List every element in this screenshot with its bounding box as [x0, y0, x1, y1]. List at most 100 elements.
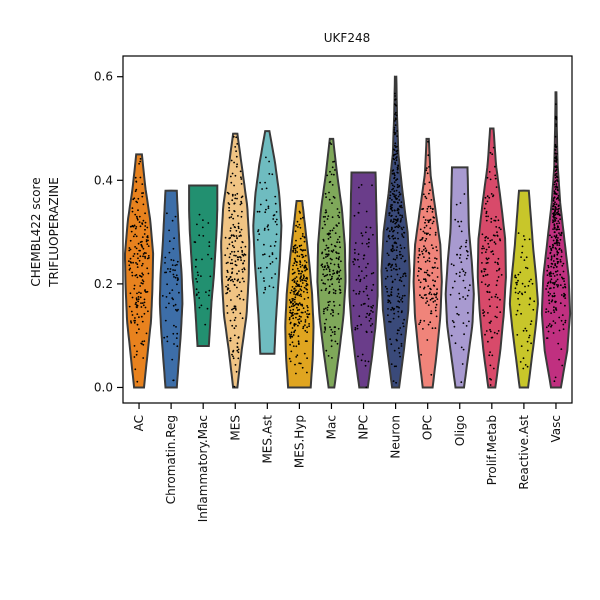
- data-point: [400, 247, 403, 250]
- data-point: [331, 229, 334, 232]
- data-point: [298, 343, 300, 345]
- data-point: [327, 233, 330, 236]
- data-point: [337, 252, 340, 255]
- data-point: [428, 181, 431, 184]
- data-point: [133, 287, 136, 290]
- data-point: [401, 300, 404, 303]
- data-point: [429, 298, 432, 301]
- data-point: [425, 224, 428, 227]
- data-point: [239, 231, 241, 234]
- data-point: [233, 278, 236, 281]
- data-point: [297, 304, 300, 306]
- data-point: [337, 214, 339, 217]
- data-point: [393, 349, 396, 352]
- data-point: [352, 289, 355, 292]
- data-point: [337, 263, 340, 266]
- data-point: [293, 293, 295, 295]
- data-point: [240, 246, 243, 249]
- data-point: [429, 287, 432, 290]
- data-point: [136, 304, 139, 307]
- data-point: [133, 356, 136, 358]
- data-point: [356, 327, 359, 330]
- data-point: [552, 228, 554, 231]
- data-point: [554, 264, 557, 267]
- data-point: [128, 264, 131, 267]
- data-point: [496, 269, 498, 272]
- data-point: [497, 330, 500, 332]
- data-point: [526, 340, 529, 343]
- data-point: [483, 268, 485, 270]
- data-point: [401, 297, 403, 300]
- data-point: [401, 206, 403, 209]
- data-point: [390, 343, 393, 346]
- data-point: [547, 257, 549, 260]
- data-point: [557, 220, 560, 223]
- data-point: [427, 251, 430, 254]
- data-point: [365, 316, 368, 318]
- data-point: [530, 342, 532, 345]
- data-point: [556, 250, 559, 253]
- data-point: [233, 319, 236, 322]
- data-point: [306, 305, 308, 307]
- data-point: [235, 325, 237, 327]
- data-point: [137, 257, 139, 260]
- data-point: [292, 247, 295, 250]
- data-point: [399, 279, 401, 281]
- data-point: [239, 203, 242, 206]
- data-point: [138, 328, 140, 330]
- data-point: [449, 293, 452, 296]
- data-point: [336, 241, 338, 244]
- data-point: [142, 255, 144, 258]
- data-point: [528, 303, 531, 306]
- data-point: [394, 142, 397, 145]
- data-point: [236, 237, 238, 239]
- data-point: [399, 244, 402, 247]
- data-point: [434, 257, 436, 259]
- data-point: [397, 167, 399, 170]
- data-point: [424, 278, 427, 281]
- data-point: [461, 363, 464, 365]
- data-point: [451, 320, 454, 322]
- data-point: [329, 326, 331, 328]
- data-point: [142, 247, 145, 250]
- data-point: [394, 195, 396, 198]
- data-point: [267, 205, 270, 208]
- data-point: [398, 225, 401, 228]
- x-tick-label-Oligo: Oligo: [453, 415, 467, 446]
- data-point: [299, 362, 302, 365]
- data-point: [130, 320, 132, 322]
- x-tick-label-Prolif.Metab: Prolif.Metab: [485, 415, 499, 485]
- data-point: [303, 279, 306, 282]
- data-point: [426, 172, 429, 175]
- data-point: [365, 266, 367, 269]
- data-point: [324, 307, 327, 310]
- data-point: [390, 182, 393, 185]
- data-point: [397, 292, 400, 295]
- data-point: [174, 303, 177, 306]
- data-point: [296, 306, 298, 309]
- data-point: [171, 297, 174, 299]
- data-point: [552, 219, 554, 222]
- data-point: [135, 298, 138, 301]
- data-point: [324, 192, 327, 195]
- data-point: [554, 135, 557, 138]
- data-point: [402, 275, 404, 278]
- violin-group-Reactive.Ast: [508, 189, 539, 389]
- violin-NPC: [348, 171, 379, 389]
- data-point: [302, 327, 304, 330]
- data-point: [548, 273, 551, 276]
- data-point: [521, 245, 524, 248]
- data-point: [525, 256, 528, 259]
- data-point: [422, 230, 425, 233]
- data-point: [208, 289, 211, 292]
- data-point: [555, 266, 558, 268]
- data-point: [134, 368, 137, 371]
- data-point: [200, 275, 202, 277]
- data-point: [232, 135, 235, 138]
- data-point: [267, 207, 270, 210]
- data-point: [299, 278, 302, 280]
- data-point: [338, 274, 341, 277]
- data-point: [166, 340, 169, 343]
- data-point: [328, 291, 331, 293]
- data-point: [334, 169, 336, 171]
